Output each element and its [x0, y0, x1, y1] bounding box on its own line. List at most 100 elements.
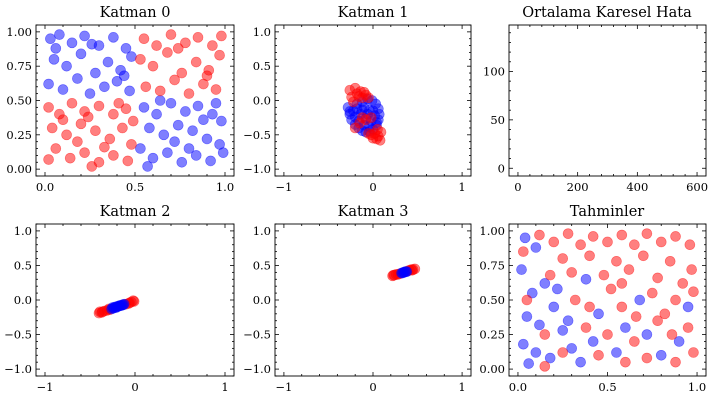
data-point	[652, 315, 663, 327]
subplot-title: Katman 1	[338, 5, 409, 21]
data-point	[682, 301, 694, 313]
subplot-tahminler: Tahminler 0.0 0.5 1.0 0.00 0.25 0.50 0.75 1.00	[479, 204, 707, 394]
data-point	[75, 48, 87, 60]
plot-area: 0.0 0.5 1.0 0.00 0.25 0.50 0.75 1.00	[479, 223, 707, 394]
plot-area: −1 0 1 −1.0 −0.5 0.0 0.5 1.0	[4, 223, 235, 394]
y-tick-label: 0	[498, 161, 505, 175]
data-point	[566, 267, 577, 278]
data-point	[57, 84, 69, 95]
data-point	[357, 112, 368, 123]
data-point	[207, 40, 218, 51]
x-tick-label: −1	[275, 380, 292, 394]
data-point	[43, 154, 54, 165]
data-point	[43, 102, 54, 113]
axes-frame	[274, 223, 472, 377]
data-point	[138, 102, 150, 113]
data-point	[190, 56, 202, 68]
data-point	[210, 97, 222, 109]
data-point	[611, 256, 622, 267]
y-tick-label: 0.00	[6, 162, 32, 176]
data-point	[673, 336, 685, 347]
data-point	[180, 37, 191, 49]
data-point	[120, 43, 132, 54]
data-point	[634, 294, 646, 306]
y-tick-label: 0.25	[479, 328, 505, 342]
data-point	[530, 347, 542, 358]
data-point	[620, 322, 631, 333]
data-point	[521, 294, 533, 306]
data-point	[72, 73, 83, 84]
data-point	[530, 242, 542, 253]
data-point	[126, 51, 137, 62]
data-point	[84, 88, 96, 99]
y-tick-label: 0.0	[253, 94, 271, 108]
data-point	[118, 70, 130, 82]
x-tick-label: 0	[131, 380, 138, 394]
data-point	[90, 67, 101, 79]
data-point	[518, 246, 529, 257]
x-tick-label: 1	[221, 380, 228, 394]
data-point	[566, 343, 577, 354]
data-point	[630, 311, 642, 322]
y-tick-label: 1.0	[14, 224, 32, 238]
data-point	[641, 329, 653, 340]
data-point	[518, 338, 529, 350]
data-point	[216, 115, 227, 127]
data-point	[605, 283, 617, 295]
data-point	[124, 85, 135, 97]
axes-frame	[274, 24, 472, 177]
x-tick-label: 0.5	[598, 380, 616, 394]
x-tick-label: 0	[369, 180, 376, 194]
data-point	[205, 155, 216, 167]
y-tick-label: 50	[490, 113, 505, 127]
data-point	[584, 250, 595, 262]
x-tick-label: 0	[369, 380, 376, 394]
subplot-title: Katman 3	[338, 204, 409, 220]
data-point	[61, 60, 72, 72]
data-point	[602, 329, 613, 340]
y-tick-label: 0.5	[253, 258, 271, 272]
y-tick-label: −0.5	[243, 128, 271, 142]
data-point	[539, 278, 551, 289]
data-point	[99, 141, 110, 153]
data-point	[641, 228, 653, 239]
data-point	[562, 315, 574, 327]
data-point	[629, 336, 640, 347]
x-tick-label: 0.0	[36, 180, 54, 194]
y-tick-label: 100	[483, 64, 505, 78]
x-tick-label: 200	[567, 180, 589, 194]
data-point	[75, 118, 87, 130]
data-point	[169, 74, 180, 86]
data-point	[210, 84, 222, 95]
data-point	[670, 231, 681, 242]
data-point	[180, 106, 191, 117]
data-point	[201, 70, 213, 82]
data-point	[552, 283, 563, 295]
data-point	[587, 336, 599, 347]
data-point	[61, 129, 72, 141]
data-point	[176, 67, 188, 79]
plot-area: −1 0 1 −1.0 −0.5 0.0 0.5 1.0	[243, 24, 472, 194]
data-point	[147, 152, 159, 164]
data-point	[400, 266, 412, 277]
data-point	[97, 306, 108, 318]
data-point	[646, 287, 658, 299]
data-point	[169, 136, 180, 147]
data-point	[140, 81, 152, 93]
y-tick-label: 0.5	[14, 258, 32, 272]
data-point	[102, 56, 114, 68]
data-point	[580, 273, 592, 285]
data-point	[584, 301, 595, 313]
data-point	[557, 347, 569, 358]
x-tick-label: 0.0	[509, 380, 527, 394]
data-point	[666, 329, 678, 340]
data-point	[670, 356, 681, 368]
data-point	[616, 278, 628, 289]
data-point	[99, 81, 110, 93]
data-point	[575, 356, 586, 368]
data-point	[162, 47, 173, 58]
data-point	[544, 269, 556, 281]
data-point	[113, 97, 125, 109]
